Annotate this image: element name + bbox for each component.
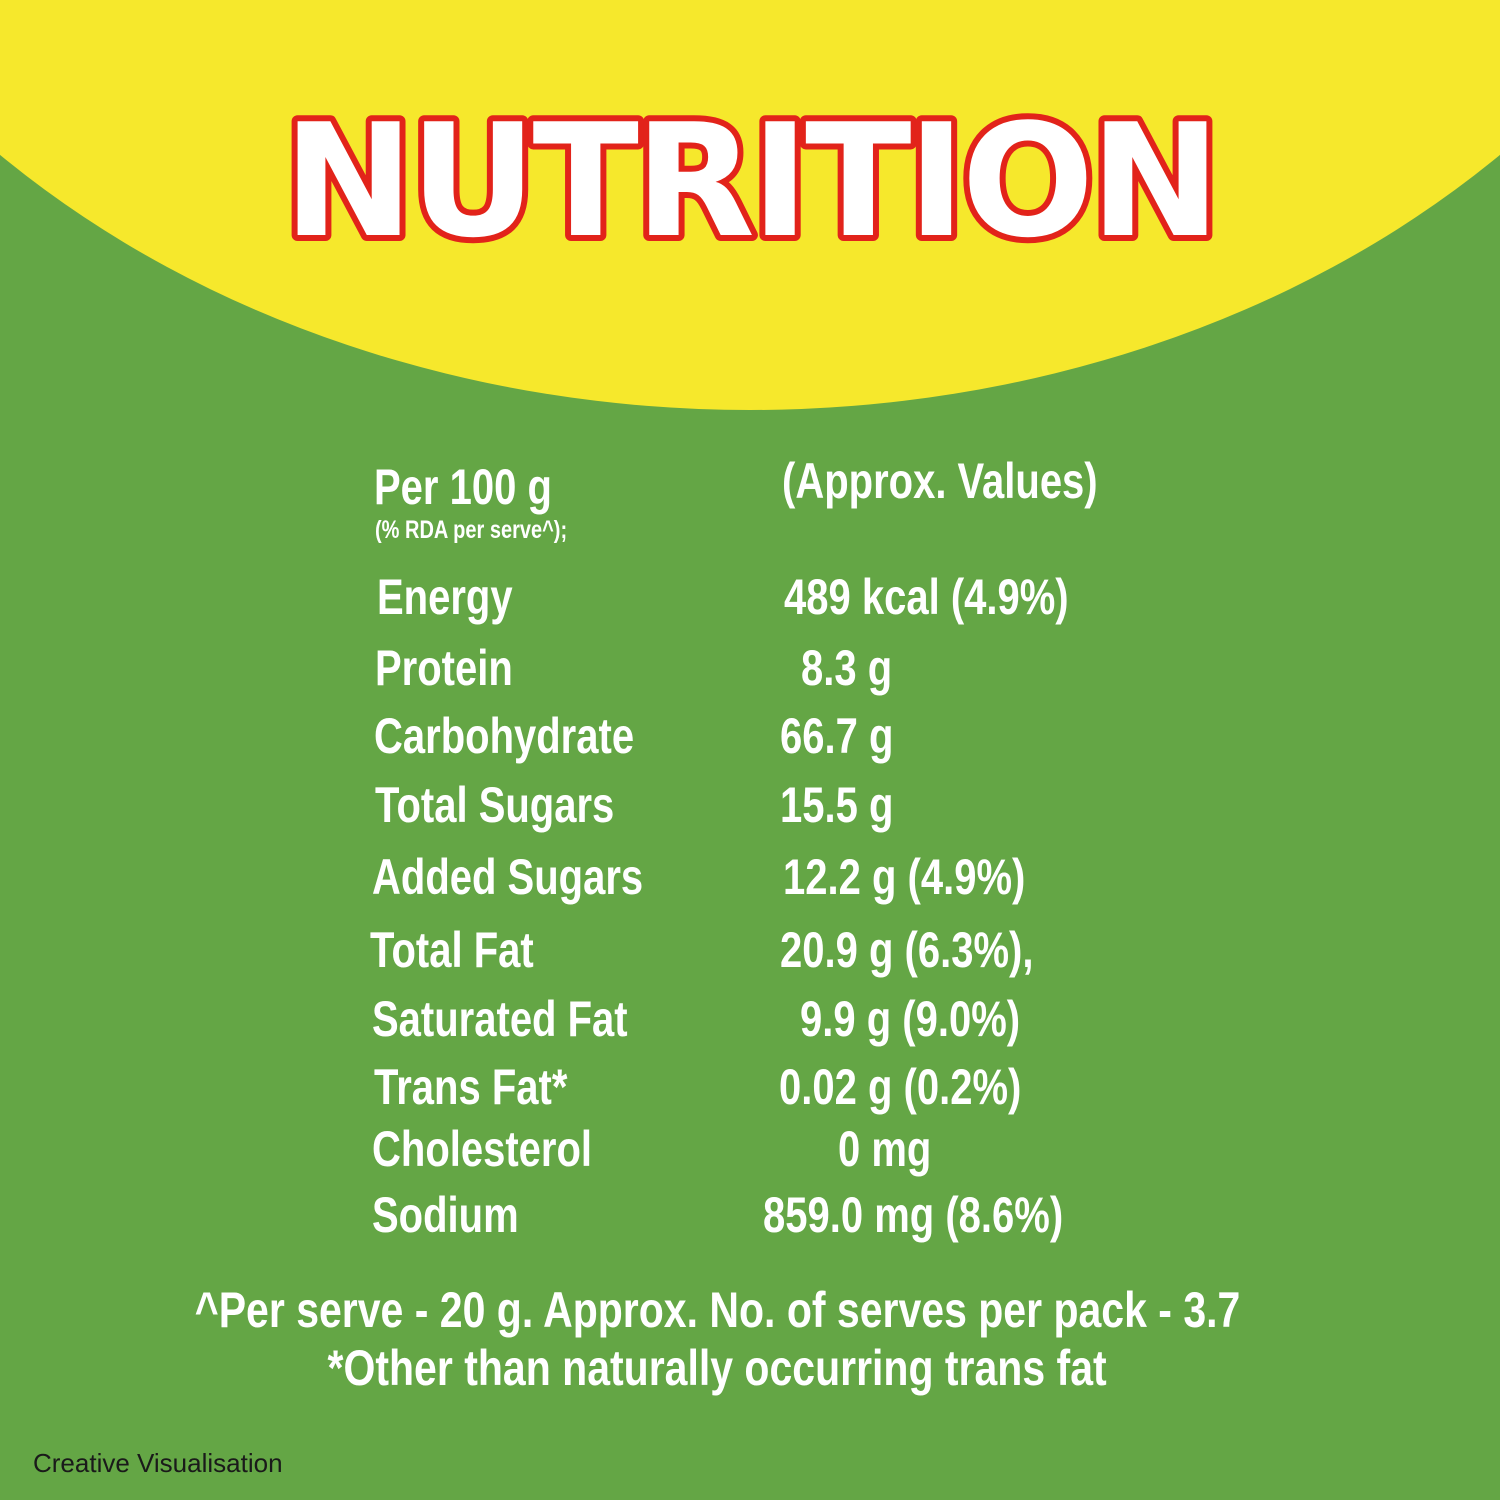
nutrient-value-total-sugars: 15.5 g [780, 777, 894, 833]
nutrient-name-total-sugars: Total Sugars [375, 777, 615, 833]
nutrient-name-saturated-fat: Saturated Fat [372, 991, 628, 1047]
header-values-note: (Approx. Values) [782, 453, 1098, 509]
nutrient-value-total-fat: 20.9 g (6.3%), [780, 922, 1034, 978]
footnote-serve: ^Per serve - 20 g. Approx. No. of serves… [0, 1285, 1435, 1335]
header-basis-note: (% RDA per serve^); [375, 516, 568, 544]
nutrient-name-energy: Energy [377, 569, 513, 625]
nutrient-name-sodium: Sodium [372, 1187, 519, 1243]
nutrient-name-carbohydrate: Carbohydrate [374, 708, 635, 764]
footnote-trans-fat: *Other than naturally occurring trans fa… [0, 1343, 1435, 1393]
nutrient-name-trans-fat: Trans Fat* [374, 1059, 568, 1115]
nutrient-name-cholesterol: Cholesterol [372, 1121, 593, 1177]
nutrient-value-cholesterol: 0 mg [838, 1121, 932, 1177]
nutrient-value-added-sugars: 12.2 g (4.9%) [783, 849, 1026, 905]
nutrient-value-energy: 489 kcal (4.9%) [784, 569, 1069, 625]
creative-visualisation-credit: Creative Visualisation [33, 1448, 283, 1478]
nutrient-name-total-fat: Total Fat [370, 922, 534, 978]
nutrient-value-protein: 8.3 g [801, 640, 893, 696]
nutrient-name-added-sugars: Added Sugars [372, 849, 644, 905]
nutrient-name-protein: Protein [375, 640, 513, 696]
nutrient-value-sodium: 859.0 mg (8.6%) [763, 1187, 1064, 1243]
footnote-trans-fat-text: *Other than naturally occurring trans fa… [327, 1340, 1108, 1396]
header-basis: Per 100 g [374, 459, 552, 515]
nutrient-value-trans-fat: 0.02 g (0.2%) [779, 1059, 1022, 1115]
footnote-serve-text: ^Per serve - 20 g. Approx. No. of serves… [194, 1282, 1241, 1338]
title-text: NUTRITION [283, 90, 1216, 272]
nutrition-title-logo: NUTRITION [277, 84, 1226, 278]
nutrient-value-carbohydrate: 66.7 g [780, 708, 894, 764]
nutrient-value-saturated-fat: 9.9 g (9.0%) [800, 991, 1021, 1047]
